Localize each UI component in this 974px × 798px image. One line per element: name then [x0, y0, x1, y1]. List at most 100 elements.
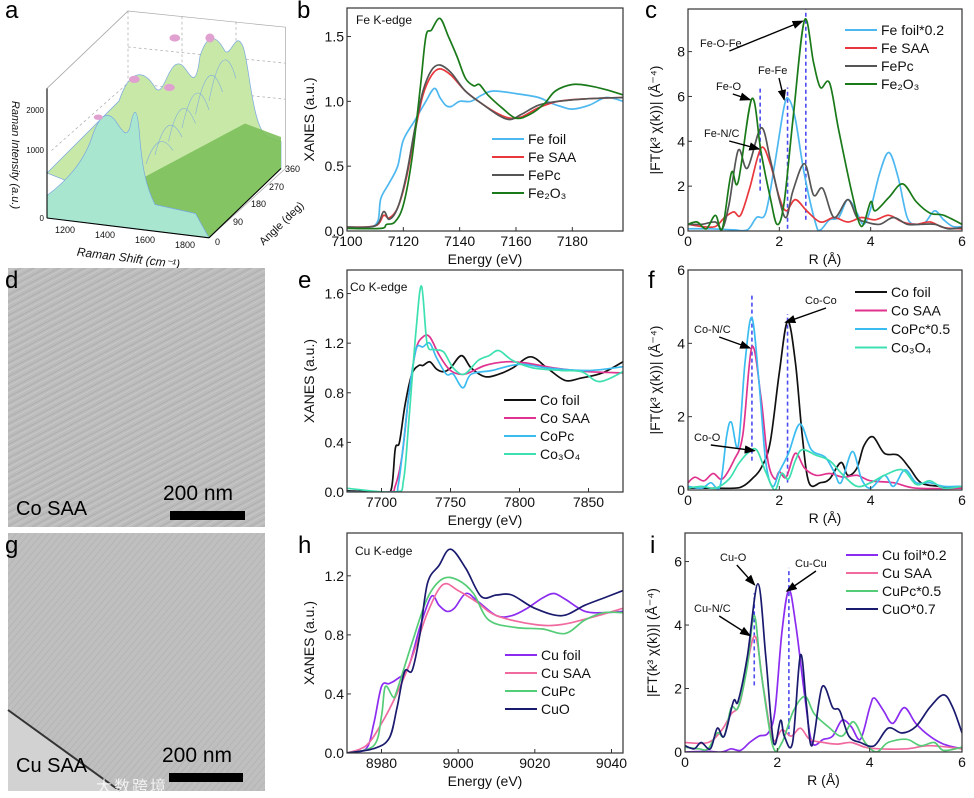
y-axis-label: XANES (a.u.) [301, 77, 317, 161]
x-axis-label: Energy (eV) [448, 251, 523, 267]
legend-label: FePc [528, 167, 561, 183]
plot-frame [346, 269, 624, 493]
panel-a-y-tick: 0 [215, 237, 220, 247]
series-line-fepc [688, 126, 962, 231]
chart-panel-c: 0 2 4 6 0 2 4 6 8 R (Å) |FT(k³ χ(k))| (Å⁻⁴) Fe foil… [647, 8, 966, 267]
y-tick-label: 2 [677, 178, 685, 194]
bond-annotation-label: Cu-Cu [795, 558, 827, 570]
series-line-cu-saa [685, 635, 962, 750]
legend-label: Co foil [891, 284, 931, 300]
panel-a-front-surface [46, 112, 210, 239]
y-tick-label: 0.8 [325, 385, 345, 401]
annotation-arrow [777, 77, 786, 102]
y-tick-label: 2 [674, 681, 682, 697]
panel-a-y-tick: 90 [233, 217, 243, 227]
series-line-cuo [347, 548, 623, 753]
x-tick-label: 7140 [444, 233, 475, 249]
panel-a-z-axis-label: Raman Intensity (a.u.) [9, 101, 21, 210]
x-tick-label: 7120 [388, 233, 419, 249]
legend-label: CuO*0.7 [882, 601, 936, 617]
legend: Co foil Co SAA CoPc*0.5 Co₃O₄ [855, 284, 950, 356]
bond-annotation-label: Co-N/C [694, 324, 731, 336]
x-tick-label: 8980 [366, 755, 397, 771]
annotation-arrow [736, 564, 756, 586]
y-tick-label: 4 [674, 617, 682, 633]
series-line-co-foil [688, 320, 962, 490]
chart-panel-h: 8980 9000 9020 9040 0.0 0.4 0.8 1.2 Energy (eV) X… [301, 532, 627, 789]
panel-a-z-tick: 2000 [26, 106, 44, 115]
y-tick-label: 8 [677, 44, 685, 60]
legend-label: Cu foil*0.2 [882, 547, 947, 563]
bond-annotation-label: Co-Co [805, 295, 837, 307]
bond-annotation-label: Fe-N/C [704, 128, 740, 140]
watermark: 大数跨境 [96, 779, 169, 796]
y-tick-label: 0.4 [325, 686, 345, 702]
legend-label: Fe₂O₃ [881, 76, 919, 92]
legend-label: CuPc [541, 683, 575, 699]
legend-label: Fe SAA [528, 149, 577, 165]
legend-label: Cu SAA [882, 565, 932, 581]
y-tick-label: 1.0 [325, 93, 345, 109]
y-tick-label: 6 [674, 554, 682, 570]
y-axis-label: |FT(k³ χ(k))| (Å⁻⁴) [647, 326, 663, 435]
x-tick-label: 7800 [504, 494, 535, 510]
y-axis-label: |FT(k³ χ(k))| (Å⁻⁴) [644, 588, 660, 697]
series-line-cu-foil-0-2 [685, 589, 962, 752]
panel-d-scale-label: 200 nm [163, 482, 234, 505]
edge-title: Co K-edge [350, 280, 408, 294]
x-axis-label: R (Å) [809, 510, 842, 526]
bond-annotation-label: Cu-O [720, 552, 747, 564]
series-line-fe-o- [688, 18, 962, 231]
x-tick-label: 0 [681, 754, 689, 770]
x-tick-label: 9000 [443, 755, 474, 771]
y-tick-label: 1.5 [325, 29, 345, 45]
panel-a-z-tick: 1000 [26, 146, 44, 155]
panel-letter-h: h [298, 532, 312, 559]
y-tick-label: 0 [677, 482, 685, 498]
panel-letter-d: d [5, 267, 19, 294]
panel-a-raman-3d [46, 10, 286, 239]
annotation-arrow [732, 92, 752, 101]
x-tick-label: 2 [773, 754, 781, 770]
charts: 7100 7120 7140 7160 7180 0.0 0.5 1.0 1.5 Energy (… [301, 7, 966, 789]
panel-letter-a: a [5, 0, 19, 24]
legend: Co foil Co SAA CoPc Co₃O₄ [504, 392, 590, 462]
x-tick-label: 4 [867, 233, 875, 249]
series-line-co-saa [688, 345, 962, 490]
panel-a-x-tick: 1400 [95, 230, 115, 240]
series-line-fe-foil [347, 87, 623, 229]
annotation-arrow [784, 307, 827, 324]
legend-label: Cu foil [541, 647, 581, 663]
panel-a-peaks [93, 33, 215, 120]
legend-label: CuPc*0.5 [882, 583, 941, 599]
panel-a-ridges [145, 59, 237, 165]
y-tick-label: 1.6 [325, 286, 345, 302]
y-tick-label: 0.5 [325, 158, 345, 174]
y-axis-label: XANES (a.u.) [301, 601, 317, 685]
plot-frame [687, 269, 963, 491]
y-tick-label: 0.0 [325, 223, 345, 239]
bond-annotation-label: Fe-O [716, 81, 742, 93]
x-axis-label: Energy (eV) [448, 512, 523, 528]
x-tick-label: 4 [867, 492, 875, 508]
bond-annotation-label: Fe-O-Fe [700, 38, 742, 50]
y-axis-label: XANES (a.u.) [301, 339, 317, 423]
series-line-co-o- [347, 285, 623, 492]
legend-label: Co₃O₄ [540, 446, 580, 462]
y-tick-label: 0 [674, 744, 682, 760]
legend-label: Fe foil [528, 131, 566, 147]
legend-label: Cu SAA [541, 665, 591, 681]
legend: Cu foil Cu SAA CuPc CuO [505, 647, 591, 717]
y-tick-label: 1.2 [325, 568, 345, 584]
panel-d-tem-image [8, 268, 265, 527]
panel-a-x-axis-label: Raman Shift (cm⁻¹) [76, 245, 181, 272]
panel-letter-b: b [297, 0, 311, 24]
chart-panel-b: 7100 7120 7140 7160 7180 0.0 0.5 1.0 1.5 Energy (… [301, 7, 624, 267]
legend-label: Fe₂O₃ [528, 185, 566, 201]
panel-a-x-tick: 1600 [135, 235, 155, 245]
y-tick-label: 0.0 [325, 484, 345, 500]
panel-letter-f: f [648, 267, 655, 294]
panel-letter-c: c [645, 0, 657, 24]
annotation-arrow [718, 336, 752, 349]
y-tick-label: 6 [677, 262, 685, 278]
